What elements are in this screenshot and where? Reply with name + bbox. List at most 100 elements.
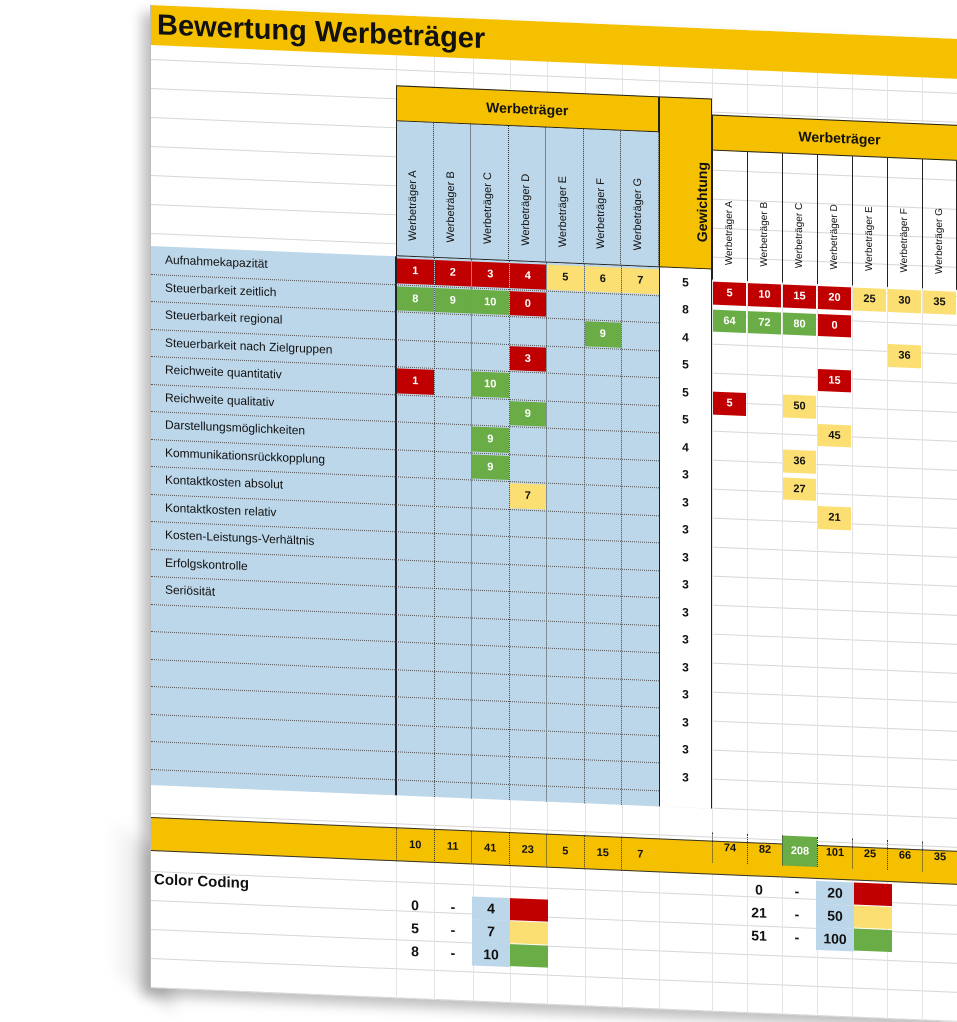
weighted-cell: 15 <box>783 284 816 309</box>
weighted-cell: 45 <box>818 423 851 448</box>
score-cell: 9 <box>472 453 509 481</box>
score-cell: 3 <box>509 345 546 372</box>
score-cell: 9 <box>472 426 509 453</box>
legend-from: 0 <box>755 881 763 898</box>
weight-value: 5 <box>682 385 689 400</box>
legend-swatch-red <box>510 897 548 922</box>
score-total: 11 <box>433 828 471 864</box>
legend-swatch-green <box>510 943 548 968</box>
score-total: 10 <box>396 826 434 863</box>
score-cell: 8 <box>397 285 434 312</box>
weighted-cell: 30 <box>888 288 921 313</box>
weighted-total: 74 <box>712 832 747 864</box>
left-carrier-header: Werbeträger E <box>546 127 584 265</box>
score-col-separator <box>546 262 547 802</box>
weight-value: 3 <box>682 495 689 510</box>
weight-value: 4 <box>682 440 689 455</box>
legend-from: 21 <box>751 904 767 921</box>
legend-dash: - <box>450 921 456 938</box>
weight-value: 3 <box>682 522 689 537</box>
score-col-separator <box>471 259 472 798</box>
weight-value: 3 <box>682 715 689 730</box>
weighted-total: 35 <box>922 840 957 873</box>
right-carrier-label: Werbeträger G <box>933 207 945 275</box>
legend-to: 100 <box>816 926 854 952</box>
weight-value: 3 <box>682 550 689 565</box>
weight-value: 3 <box>682 605 689 620</box>
legend-from: 51 <box>751 927 767 944</box>
legend-dash: - <box>450 944 456 961</box>
grid-row-line <box>151 987 957 1022</box>
right-carrier-header: Werbeträger B <box>747 152 782 283</box>
right-carrier-label: Werbeträger F <box>899 208 910 273</box>
score-cell: 10 <box>472 288 509 316</box>
weight-value: 3 <box>682 577 689 592</box>
score-cell: 10 <box>472 371 509 398</box>
score-cell: 5 <box>547 264 584 291</box>
weight-value: 5 <box>682 412 689 427</box>
title-bar: Bewertung Werbeträger <box>151 5 957 79</box>
weighted-cell: 35 <box>923 290 956 315</box>
score-cell: 9 <box>509 400 546 427</box>
weight-value: 3 <box>682 660 689 675</box>
score-total: 23 <box>508 831 546 868</box>
right-carrier-label: Werbeträger E <box>864 206 875 272</box>
legend-swatch-red <box>854 882 892 906</box>
weighted-total: 82 <box>747 833 782 865</box>
left-carrier-label: Werbeträger B <box>444 171 457 243</box>
legend-to: 10 <box>472 941 510 967</box>
left-carrier-header: Werbeträger A <box>396 121 434 258</box>
right-carrier-header: Werbeträger E <box>852 156 887 287</box>
right-carrier-header: Werbeträger A <box>712 150 747 282</box>
weighted-cell: 36 <box>783 449 816 474</box>
weighted-cell: 64 <box>713 309 746 333</box>
right-carrier-label: Werbeträger C <box>794 202 805 269</box>
weight-value: 3 <box>682 687 689 702</box>
weighted-cell: 27 <box>783 477 816 501</box>
weighted-total: 25 <box>852 837 887 870</box>
score-cell: 1 <box>397 368 434 395</box>
legend-to: 7 <box>472 918 510 944</box>
weight-header: Gewichtung <box>659 96 712 270</box>
score-cell: 9 <box>584 321 621 348</box>
weight-value: 4 <box>682 330 689 345</box>
right-carrier-label: Werbeträger A <box>724 200 735 266</box>
right-carrier-header: Werbeträger G <box>922 159 957 290</box>
left-carrier-label: Werbeträger E <box>557 175 570 248</box>
weighted-cell: 10 <box>748 283 781 307</box>
weight-value: 5 <box>682 357 689 372</box>
left-carrier-label: Werbeträger A <box>407 170 420 242</box>
weight-value: 8 <box>682 302 689 317</box>
left-carrier-label: Werbeträger F <box>594 177 607 250</box>
score-col-separator <box>621 265 622 805</box>
score-total: 15 <box>583 834 621 871</box>
color-coding-title: Color Coding <box>154 870 249 892</box>
legend-to: 4 <box>472 895 510 921</box>
weighted-cell: 5 <box>713 391 746 416</box>
legend-dash: - <box>794 906 800 923</box>
right-carrier-header: Werbeträger D <box>817 154 852 286</box>
right-carrier-label: Werbeträger B <box>759 201 770 267</box>
weighted-cell: 50 <box>783 394 816 419</box>
left-carrier-header: Werbeträger C <box>471 124 509 262</box>
legend-to: 50 <box>816 903 854 929</box>
legend-from: 5 <box>411 919 419 937</box>
criteria-column <box>151 246 396 795</box>
weight-value: 3 <box>682 770 689 785</box>
weighted-cell: 0 <box>818 313 851 338</box>
legend-dash: - <box>794 883 800 900</box>
weighted-cell: 20 <box>818 285 851 310</box>
score-cell: 0 <box>509 290 546 317</box>
score-total: 5 <box>546 833 584 869</box>
legend-swatch-green <box>854 928 892 952</box>
weight-value: 5 <box>682 275 689 290</box>
page-title: Bewertung Werbeträger <box>157 9 486 56</box>
left-carrier-header: Werbeträger B <box>433 122 471 260</box>
score-cell: 4 <box>509 263 546 290</box>
weighted-cell: 72 <box>748 310 781 335</box>
score-col-separator <box>433 257 435 797</box>
weight-header-label: Gewichtung <box>693 161 710 243</box>
legend-from: 8 <box>411 942 419 960</box>
weight-value: 3 <box>682 467 689 482</box>
weight-value: 3 <box>682 742 689 757</box>
